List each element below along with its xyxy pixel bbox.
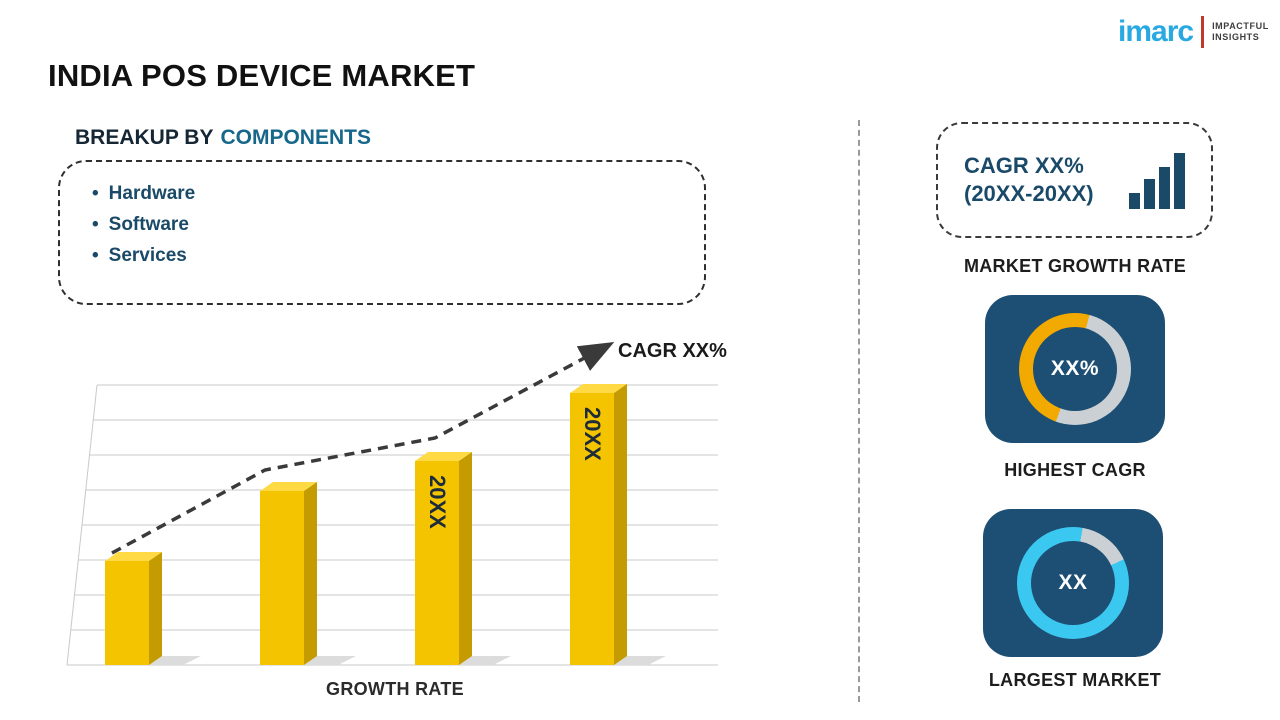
cagr-box-text: CAGR XX% (20XX-20XX) — [964, 152, 1094, 208]
section-divider — [858, 120, 860, 702]
breakup-prefix: BREAKUP BY — [75, 126, 214, 149]
cagr-annotation: CAGR XX% — [618, 340, 727, 362]
components-box: HardwareSoftwareServices — [58, 160, 706, 305]
logo-tagline: IMPACTFUL INSIGHTS — [1212, 21, 1269, 43]
cagr-box-line2: (20XX-20XX) — [964, 181, 1094, 206]
market-growth-rate-box: CAGR XX% (20XX-20XX) — [936, 122, 1213, 238]
market-growth-rate-label: MARKET GROWTH RATE — [963, 256, 1187, 276]
chart-xlabel: GROWTH RATE — [326, 679, 464, 699]
svg-text:20XX: 20XX — [425, 475, 450, 529]
logo-tagline-line1: IMPACTFUL — [1212, 21, 1269, 31]
bar-chart-svg: 20XX 20XX — [66, 342, 718, 666]
cagr-box-line1: CAGR XX% — [964, 153, 1084, 178]
page-title: INDIA POS DEVICE MARKET — [48, 58, 476, 93]
highest-cagr-tile: XX% — [985, 295, 1165, 443]
component-item: Services — [92, 240, 704, 271]
breakup-heading: BREAKUP BY COMPONENTS — [75, 126, 371, 150]
highest-cagr-value: XX% — [1050, 357, 1100, 380]
logo-separator — [1201, 16, 1205, 48]
largest-market-tile: XX — [983, 509, 1163, 657]
component-item: Software — [92, 209, 704, 240]
bar-chart-icon — [1129, 151, 1185, 209]
growth-rate-chart: 20XX 20XX — [65, 330, 765, 675]
svg-text:20XX: 20XX — [580, 407, 605, 461]
donut-center: XX — [1031, 541, 1115, 625]
largest-market-label: LARGEST MARKET — [988, 670, 1162, 690]
imarc-logo: imarc IMPACTFUL INSIGHTS — [1118, 16, 1269, 48]
logo-wordmark: imarc — [1118, 15, 1194, 48]
logo-tagline-line2: INSIGHTS — [1212, 32, 1260, 42]
components-list: HardwareSoftwareServices — [60, 162, 704, 271]
breakup-highlight: COMPONENTS — [220, 126, 371, 149]
largest-market-donut: XX — [1017, 527, 1129, 639]
highest-cagr-donut: XX% — [1019, 313, 1131, 425]
largest-market-value: XX — [1058, 571, 1088, 594]
component-item: Hardware — [92, 178, 704, 209]
donut-center: XX% — [1033, 327, 1117, 411]
highest-cagr-label: HIGHEST CAGR — [1004, 460, 1146, 480]
